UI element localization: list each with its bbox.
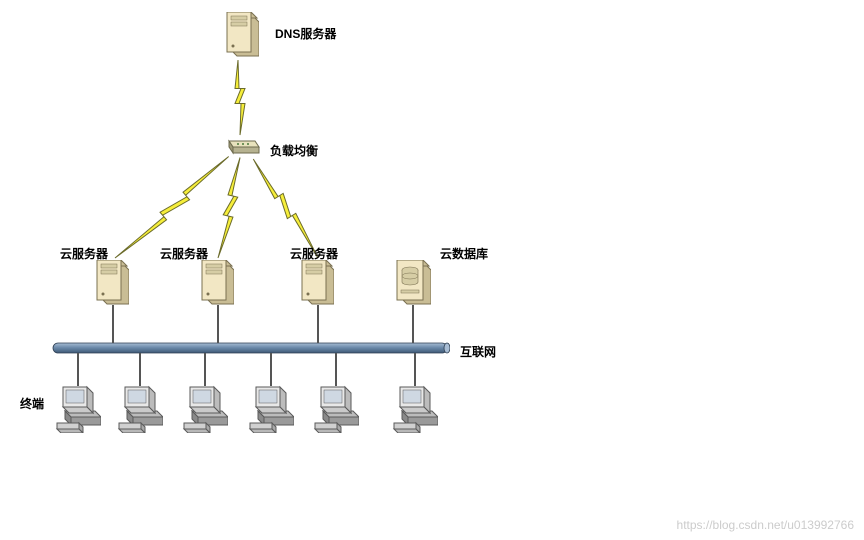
terminal-5: [313, 385, 359, 433]
cs3-label: 云服务器: [290, 245, 338, 262]
cloud-server-1: [95, 260, 129, 306]
server-icon: [300, 260, 334, 306]
database-icon: [395, 260, 431, 306]
server-icon: [200, 260, 234, 306]
bus-icon: [50, 342, 450, 354]
terminal-4: [248, 385, 294, 433]
bus-label: 互联网: [460, 343, 496, 360]
terminal-icon: [55, 385, 101, 433]
db-label: 云数据库: [440, 245, 488, 262]
terminal-3: [182, 385, 228, 433]
switch-icon: [225, 137, 261, 155]
load-balancer-node: [225, 137, 261, 155]
terminal-1: [55, 385, 101, 433]
terminal-icon: [392, 385, 438, 433]
lb-label: 负载均衡: [270, 142, 318, 159]
internet-bus: [50, 342, 450, 354]
terminal-icon: [248, 385, 294, 433]
terminal-label: 终端: [20, 395, 44, 412]
dns-server-node: [225, 12, 259, 58]
terminal-2: [117, 385, 163, 433]
terminal-icon: [117, 385, 163, 433]
cs1-label: 云服务器: [60, 245, 108, 262]
terminal-icon: [313, 385, 359, 433]
bolt-connections: [0, 0, 864, 540]
terminal-6: [392, 385, 438, 433]
terminal-icon: [182, 385, 228, 433]
server-icon: [95, 260, 129, 306]
cloud-server-3: [300, 260, 334, 306]
server-icon: [225, 12, 259, 58]
watermark: https://blog.csdn.net/u013992766: [677, 518, 854, 532]
cs2-label: 云服务器: [160, 245, 208, 262]
cloud-database: [395, 260, 431, 306]
dns-label: DNS服务器: [275, 25, 336, 42]
cloud-server-2: [200, 260, 234, 306]
